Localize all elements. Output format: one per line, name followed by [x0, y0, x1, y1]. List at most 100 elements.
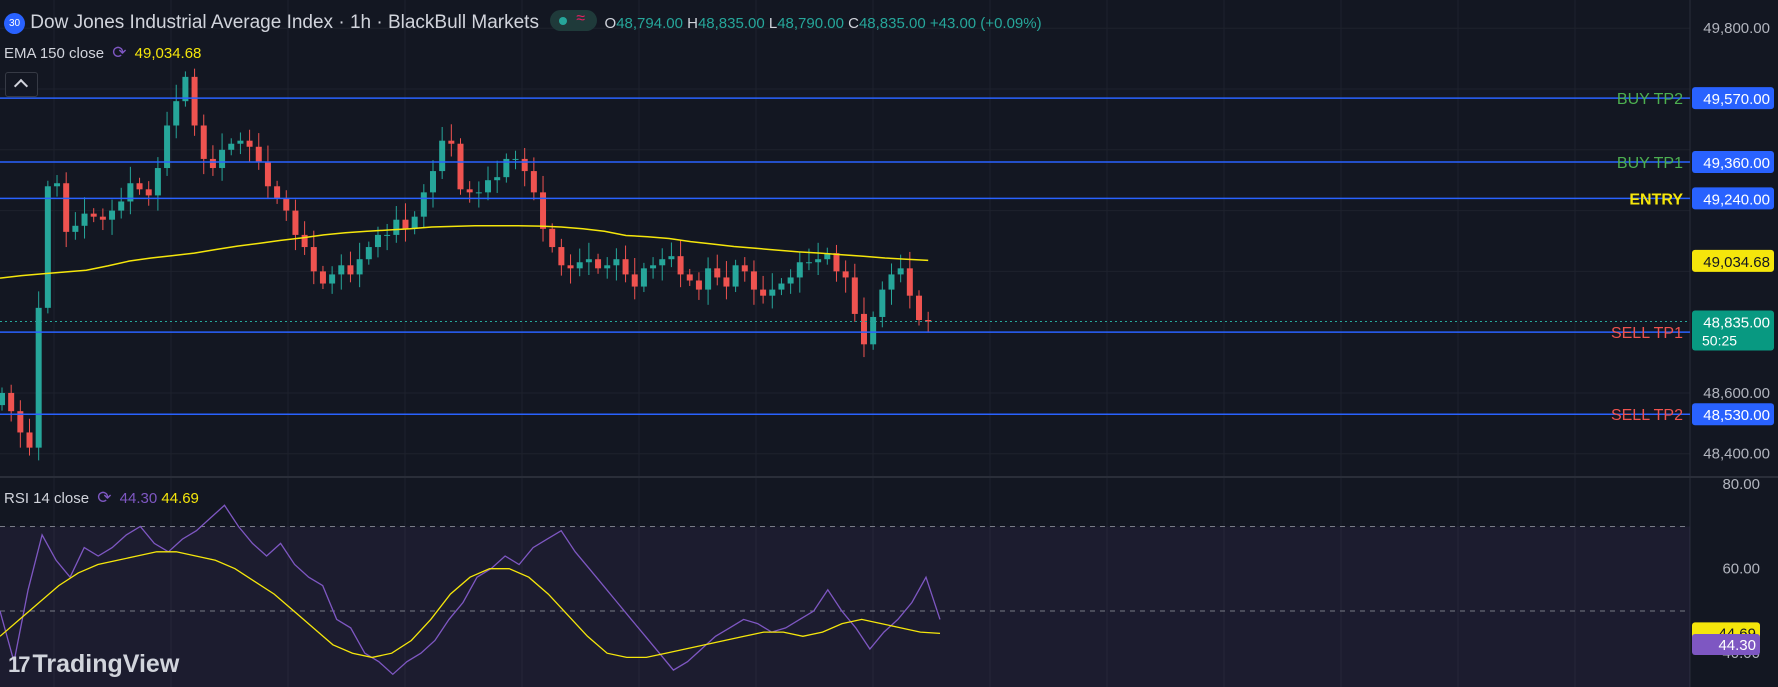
candle-body[interactable] — [686, 274, 693, 281]
candle-body[interactable] — [805, 262, 812, 264]
candle-body[interactable] — [659, 259, 666, 266]
candle-body[interactable] — [796, 262, 803, 278]
symbol-title[interactable]: Dow Jones Industrial Average Index · 1h … — [30, 12, 539, 33]
candle-body[interactable] — [0, 392, 5, 406]
candle-body[interactable] — [622, 259, 629, 275]
candle-body[interactable] — [402, 219, 409, 229]
candle-body[interactable] — [567, 265, 574, 269]
candle-body[interactable] — [274, 186, 281, 199]
candle-body[interactable] — [778, 283, 785, 290]
candle-body[interactable] — [595, 259, 602, 269]
candle-body[interactable] — [521, 158, 528, 172]
candle-body[interactable] — [925, 320, 932, 322]
candle-body[interactable] — [72, 225, 79, 232]
candle-body[interactable] — [787, 277, 794, 284]
candle-body[interactable] — [44, 186, 51, 308]
rsi-ma-line[interactable] — [0, 551, 941, 659]
candle-body[interactable] — [8, 392, 15, 412]
candle-body[interactable] — [760, 289, 767, 296]
candle-body[interactable] — [695, 280, 702, 290]
candle-body[interactable] — [292, 210, 299, 235]
candle-body[interactable] — [732, 265, 739, 287]
candle-body[interactable] — [319, 271, 326, 284]
candle-body[interactable] — [705, 268, 712, 290]
candle-body[interactable] — [475, 192, 482, 194]
candle-body[interactable] — [429, 171, 436, 193]
candle-body[interactable] — [613, 259, 620, 266]
candle-body[interactable] — [173, 101, 180, 126]
candle-body[interactable] — [145, 189, 152, 196]
candle-body[interactable] — [200, 125, 207, 159]
candle-body[interactable] — [356, 259, 363, 275]
last-price-tag[interactable] — [1692, 310, 1774, 351]
candle-body[interactable] — [90, 213, 97, 217]
rsi-line[interactable] — [0, 504, 941, 676]
market-status-pill[interactable]: ≈ — [550, 10, 598, 31]
candle-body[interactable] — [494, 177, 501, 181]
candle-body[interactable] — [604, 265, 611, 269]
symbol-badge[interactable]: 30 — [4, 13, 25, 34]
candle-body[interactable] — [860, 313, 867, 345]
candle-body[interactable] — [191, 76, 198, 126]
candle-body[interactable] — [164, 125, 171, 169]
candle-body[interactable] — [182, 76, 189, 102]
rsi-refresh-icon[interactable]: ⟳ — [97, 488, 112, 507]
candle-body[interactable] — [888, 274, 895, 290]
candle-body[interactable] — [384, 234, 391, 236]
candle-body[interactable] — [485, 180, 492, 193]
candle-body[interactable] — [246, 140, 253, 147]
candle-body[interactable] — [769, 289, 776, 296]
candle-body[interactable] — [851, 277, 858, 314]
candle-body[interactable] — [283, 198, 290, 211]
candle-body[interactable] — [448, 140, 455, 144]
candle-body[interactable] — [457, 143, 464, 190]
candle-body[interactable] — [466, 189, 473, 193]
candle-body[interactable] — [842, 271, 849, 278]
legend-ema[interactable]: EMA 150 close ⟳ 49,034.68 — [4, 43, 201, 63]
candle-body[interactable] — [558, 247, 565, 266]
candle-body[interactable] — [35, 307, 42, 448]
candle-body[interactable] — [640, 268, 647, 287]
candle-body[interactable] — [209, 158, 216, 169]
candle-body[interactable] — [677, 256, 684, 275]
candle-body[interactable] — [154, 168, 161, 196]
candle-body[interactable] — [374, 234, 381, 248]
candle-body[interactable] — [338, 265, 345, 275]
ema-150-line[interactable] — [0, 225, 929, 279]
candle-body[interactable] — [741, 265, 748, 272]
candle-body[interactable] — [54, 183, 61, 187]
candle-body[interactable] — [81, 213, 88, 226]
candle-body[interactable] — [549, 228, 556, 248]
level-price-tag[interactable] — [1692, 150, 1774, 173]
candle-body[interactable] — [26, 432, 33, 448]
candle-body[interactable] — [530, 171, 537, 193]
candle-body[interactable] — [576, 262, 583, 269]
candle-body[interactable] — [668, 256, 675, 260]
candle-body[interactable] — [393, 219, 400, 235]
candle-body[interactable] — [750, 271, 757, 290]
level-price-tag[interactable] — [1692, 403, 1774, 426]
candle-body[interactable] — [365, 247, 372, 260]
candle-body[interactable] — [255, 146, 262, 162]
candle-body[interactable] — [870, 316, 877, 345]
candle-body[interactable] — [99, 216, 106, 220]
ema-price-tag[interactable] — [1692, 249, 1774, 272]
candle-body[interactable] — [815, 259, 822, 263]
candle-body[interactable] — [585, 259, 592, 263]
candle-body[interactable] — [897, 268, 904, 275]
candle-body[interactable] — [301, 234, 308, 248]
ema-refresh-icon[interactable]: ⟳ — [112, 43, 127, 62]
candle-body[interactable] — [63, 183, 70, 232]
candle-body[interactable] — [439, 140, 446, 172]
candle-body[interactable] — [264, 161, 271, 187]
candle-body[interactable] — [650, 265, 657, 269]
candle-body[interactable] — [329, 274, 336, 284]
candle-body[interactable] — [237, 140, 244, 144]
candle-body[interactable] — [833, 253, 840, 272]
candle-body[interactable] — [219, 149, 226, 169]
candle-body[interactable] — [540, 192, 547, 229]
candle-body[interactable] — [118, 201, 125, 211]
candle-body[interactable] — [512, 158, 519, 160]
